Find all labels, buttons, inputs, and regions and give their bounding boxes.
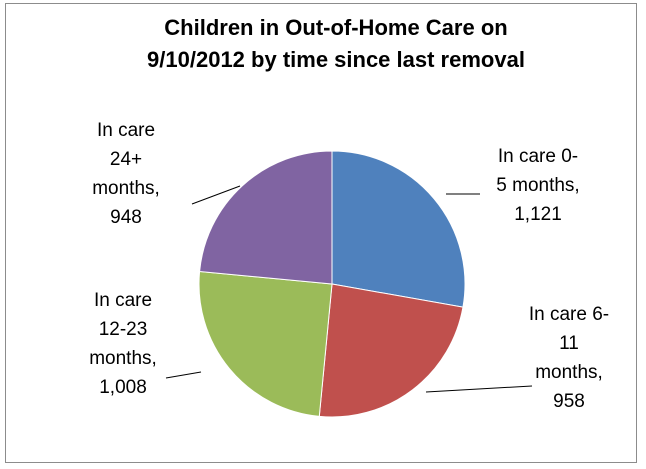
slice-label-24-plus-months: In care 24+ months, 948 bbox=[81, 116, 171, 232]
slice-label-line: 11 bbox=[559, 333, 579, 354]
slice-label-line: 12-23 bbox=[98, 319, 148, 340]
slice-label-line: 1,121 bbox=[514, 204, 562, 225]
leader-line bbox=[165, 371, 202, 379]
pie-slice-6-11-months bbox=[318, 283, 464, 418]
slice-label-line: 1,008 bbox=[99, 377, 147, 398]
pie-slice-12-23-months bbox=[198, 270, 333, 417]
pie-slice-0-5-months bbox=[331, 150, 466, 308]
slice-label-line: 5 months, bbox=[496, 175, 580, 196]
slice-label-line: 24+ bbox=[109, 149, 143, 170]
slice-label-line: months, bbox=[89, 348, 157, 369]
slice-label-line: 958 bbox=[553, 391, 585, 412]
chart-title-line-1: Children in Out-of-Home Care on bbox=[164, 15, 508, 40]
slice-label-line: In care bbox=[93, 290, 153, 311]
slice-label-line: In care 0- bbox=[497, 146, 579, 167]
chart-title-line-2: 9/10/2012 by time since last removal bbox=[147, 47, 525, 72]
slice-label-12-23-months: In care 12-23 months, 1,008 bbox=[78, 286, 168, 402]
slice-label-line: 948 bbox=[110, 207, 142, 228]
slice-label-line: In care bbox=[96, 120, 156, 141]
leader-line bbox=[191, 185, 241, 205]
chart-title: Children in Out-of-Home Care on 9/10/201… bbox=[6, 12, 646, 76]
slice-label-line: months, bbox=[535, 362, 603, 383]
leader-line bbox=[425, 385, 533, 393]
slice-label-line: months, bbox=[92, 178, 160, 199]
slice-label-line: In care 6- bbox=[528, 304, 610, 325]
pie-slice-24-plus-months bbox=[199, 150, 333, 285]
slice-label-0-5-months: In care 0- 5 months, 1,121 bbox=[478, 142, 598, 229]
slice-label-6-11-months: In care 6- 11 months, 958 bbox=[524, 300, 614, 416]
pie-chart bbox=[165, 150, 533, 418]
chart-area: Children in Out-of-Home Care on 9/10/201… bbox=[5, 3, 637, 463]
